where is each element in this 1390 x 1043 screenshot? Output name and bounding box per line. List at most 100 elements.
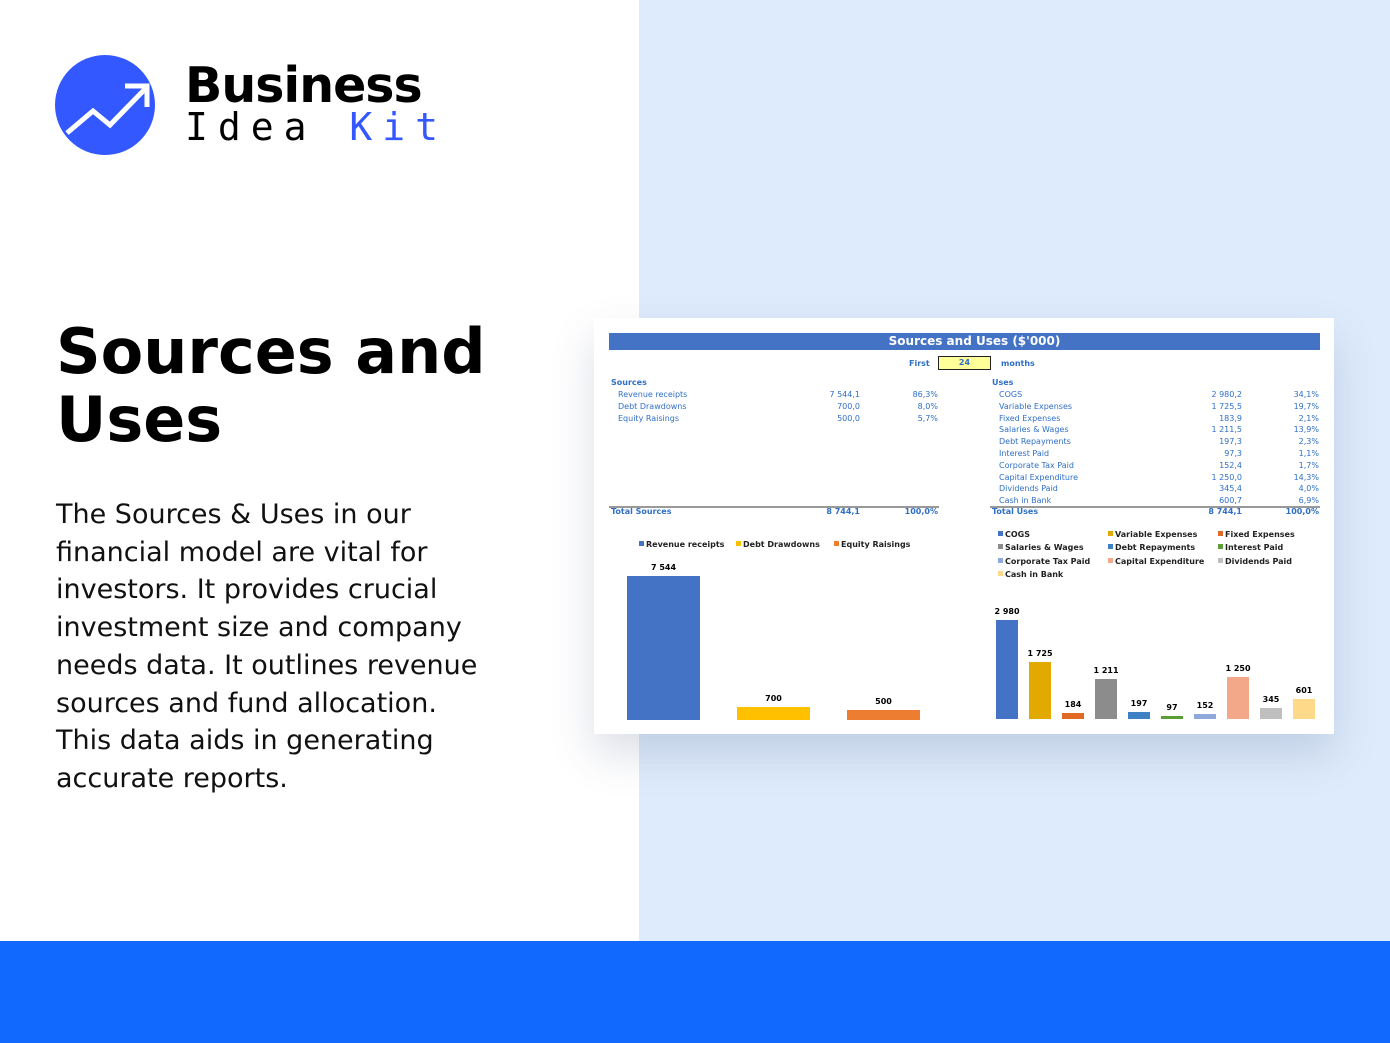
brand-kit: Kit	[349, 105, 449, 149]
use-value: 1 725,5	[1211, 401, 1242, 411]
source-label: Revenue receipts	[618, 390, 688, 399]
data-label: 1 211	[1093, 665, 1119, 675]
data-label: 197	[1130, 699, 1148, 709]
use-label: Interest Paid	[999, 449, 1050, 458]
legend-item: Interest Paid	[1218, 543, 1283, 552]
bar-capital-expenditure	[1227, 677, 1249, 719]
bar-dividends-paid	[1260, 707, 1282, 719]
use-label: Corporate Tax Paid	[999, 460, 1074, 470]
legend-item: Variable Expenses	[1108, 530, 1197, 539]
trend-arrow-icon	[55, 55, 155, 155]
total-sources-label: Total Sources	[611, 507, 672, 516]
bar-cogs	[996, 620, 1018, 719]
months-label: months	[1001, 359, 1035, 368]
use-value: 345,4	[1219, 484, 1242, 494]
use-value: 1 211,5	[1211, 425, 1242, 435]
use-pct: 14,3%	[1293, 472, 1319, 482]
bar-corporate-tax-paid	[1194, 713, 1216, 719]
source-value: 7 544,1	[829, 390, 860, 399]
total-uses-value: 8 744,1	[1208, 507, 1242, 516]
total-uses-pct: 100,0%	[1285, 507, 1319, 516]
use-pct: 19,7%	[1293, 401, 1319, 411]
use-value: 2 980,2	[1211, 390, 1242, 399]
use-value: 1 250,0	[1211, 472, 1242, 482]
legend-item: Dividends Paid	[1218, 557, 1292, 566]
bar-interest-paid	[1161, 715, 1183, 719]
data-label: 97	[1166, 702, 1178, 712]
use-pct: 1,7%	[1298, 460, 1319, 470]
bar-debt-drawdowns	[737, 706, 810, 720]
data-label: 700	[765, 693, 782, 703]
use-label: Fixed Expenses	[999, 413, 1061, 423]
brand-subname: Idea Kit	[185, 105, 448, 149]
use-pct: 34,1%	[1293, 390, 1319, 399]
source-value: 700,0	[837, 401, 860, 411]
use-label: Capital Expenditure	[999, 472, 1078, 482]
bar-salaries-wages	[1095, 678, 1117, 719]
legend-item: Debt Drawdowns	[736, 540, 820, 549]
use-label: Variable Expenses	[999, 401, 1073, 411]
use-pct: 4,0%	[1298, 484, 1319, 494]
use-pct: 2,3%	[1298, 437, 1319, 447]
bar-revenue-receipts	[627, 576, 700, 720]
source-pct: 86,3%	[912, 390, 938, 399]
brand-name: Business	[185, 57, 423, 114]
sources-header: Sources	[611, 378, 647, 387]
use-value: 97,3	[1224, 449, 1242, 458]
use-value: 183,9	[1219, 413, 1242, 423]
total-sources-value: 8 744,1	[826, 507, 860, 516]
footer-bar	[0, 941, 1390, 1043]
legend-item: Debt Repayments	[1108, 543, 1195, 552]
uses-header: Uses	[992, 378, 1014, 387]
data-label: 500	[875, 697, 892, 707]
use-value: 197,3	[1219, 437, 1242, 447]
use-value: 600,7	[1219, 496, 1242, 506]
source-value: 500,0	[837, 413, 860, 423]
data-label: 184	[1064, 699, 1082, 709]
divider	[609, 506, 939, 508]
legend-item: Equity Raisings	[834, 540, 910, 549]
months-input[interactable]: 24	[938, 356, 991, 370]
data-label: 345	[1262, 694, 1280, 704]
source-label: Equity Raisings	[618, 413, 680, 423]
sources-uses-sheet: Sources and Uses ($'000) First 24 months…	[594, 318, 1334, 734]
use-label: Dividends Paid	[999, 484, 1058, 494]
source-pct: 5,7%	[917, 413, 938, 423]
use-label: Cash in Bank	[999, 496, 1052, 506]
legend-item: Fixed Expenses	[1218, 530, 1295, 539]
sheet-title: Sources and Uses ($'000)	[609, 333, 1320, 350]
total-sources-pct: 100,0%	[904, 507, 938, 516]
use-label: Debt Repayments	[999, 437, 1071, 447]
data-label: 2 980	[994, 607, 1020, 616]
total-uses-label: Total Uses	[992, 507, 1039, 516]
page-title: Sources and Uses	[56, 315, 486, 456]
data-label: 1 250	[1225, 664, 1251, 674]
bar-cash-in-bank	[1293, 699, 1315, 719]
use-value: 152,4	[1219, 460, 1242, 470]
divider	[990, 506, 1320, 508]
bar-variable-expenses	[1029, 661, 1051, 719]
source-label: Debt Drawdowns	[618, 401, 687, 411]
data-label: 7 544	[650, 563, 677, 572]
use-pct: 2,1%	[1298, 413, 1319, 423]
source-pct: 8,0%	[917, 401, 938, 411]
data-label: 152	[1196, 700, 1214, 710]
data-label: 601	[1295, 686, 1313, 696]
brand-idea: Idea	[185, 105, 317, 149]
use-pct: 1,1%	[1298, 449, 1319, 458]
legend-item: COGS	[998, 530, 1030, 539]
first-label: First	[909, 359, 930, 368]
use-pct: 6,9%	[1298, 496, 1319, 506]
bar-equity-raisings	[847, 710, 920, 720]
legend-item: Salaries & Wages	[998, 543, 1084, 552]
legend-item: Capital Expenditure	[1108, 557, 1204, 566]
legend-item: Corporate Tax Paid	[998, 557, 1090, 566]
use-label: Salaries & Wages	[999, 425, 1069, 435]
description: The Sources & Uses in our financial mode…	[56, 499, 478, 794]
bar-fixed-expenses	[1062, 712, 1084, 719]
bar-debt-repayments	[1128, 712, 1150, 719]
use-label: COGS	[999, 390, 1023, 399]
data-label: 1 725	[1027, 648, 1053, 658]
legend-item: Revenue receipts	[639, 540, 724, 549]
legend-item: Cash in Bank	[998, 570, 1063, 579]
